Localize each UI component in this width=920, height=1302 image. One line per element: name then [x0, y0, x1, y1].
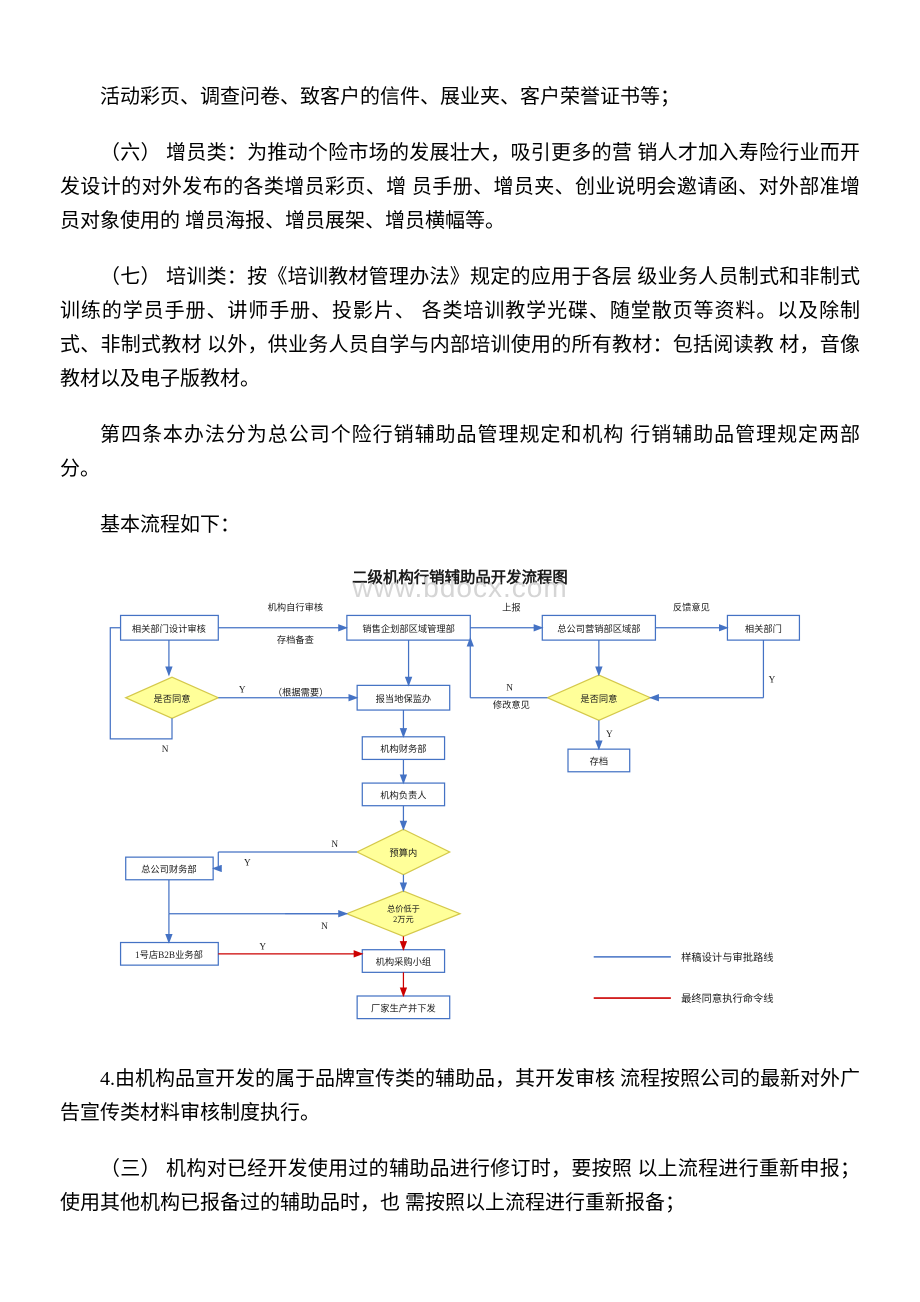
svg-text:Y: Y: [606, 730, 613, 740]
node-n1: 相关部门设计审核: [132, 623, 206, 635]
watermark: www.bdocx.com: [352, 572, 567, 604]
paragraph-4: 第四条本办法分为总公司个险行销辅助品管理规定和机构 行销辅助品管理规定两部分。: [60, 418, 860, 486]
node-n17: 机构采购小组: [376, 956, 432, 968]
svg-text:N: N: [331, 840, 338, 850]
flowchart-container: www.bdocx.com 二级机构行销辅助品开发流程图 相关部门设计审核 机构…: [100, 564, 820, 1042]
svg-text:N: N: [162, 745, 169, 755]
legend-1: 样稿设计与审批路线: [681, 951, 773, 964]
node-n13: 机构负责人: [380, 790, 426, 802]
svg-text:2万元: 2万元: [393, 915, 414, 924]
node-n12: 机构财务部: [380, 743, 426, 755]
paragraph-3: （七） 培训类：按《培训教材管理办法》规定的应用于各层 级业务人员制式和非制式训…: [60, 260, 860, 396]
node-n18: 厂家生产并下发: [371, 1002, 436, 1014]
node-d1: 是否同意: [154, 693, 191, 705]
node-n3: 存档备查: [277, 634, 314, 646]
node-n7: 反馈意见: [673, 601, 710, 613]
svg-text:Y: Y: [769, 675, 776, 685]
node-n11: 修改意见: [493, 699, 530, 711]
node-n8: 相关部门: [745, 623, 782, 635]
paragraph-2: （六） 增员类：为推动个险市场的发展壮大，吸引更多的营 销人才加入寿险行业而开发…: [60, 136, 860, 238]
paragraph-1: 活动彩页、调查问卷、致客户的信件、展业夹、客户荣誉证书等；: [60, 80, 860, 114]
node-d2: 是否同意: [580, 693, 617, 705]
paragraph-7: （三） 机构对已经开发使用过的辅助品进行修订时，要按照 以上流程进行重新申报；使…: [60, 1152, 860, 1220]
flowchart-svg: 二级机构行销辅助品开发流程图 相关部门设计审核 机构自行审核 存档备查 销售企划…: [100, 564, 820, 1037]
node-n6: 总公司营销部区域部: [557, 623, 640, 635]
node-n2: 机构自行审核: [268, 601, 324, 613]
svg-text:N: N: [506, 684, 513, 694]
svg-text:N: N: [321, 922, 328, 932]
node-n4: 销售企划部区域管理部: [362, 623, 454, 635]
svg-text:Y: Y: [259, 943, 266, 953]
node-d3: 预算内: [390, 847, 418, 859]
paragraph-6: 4.由机构品宣开发的属于品牌宣传类的辅助品，其开发审核 流程按照公司的最新对外广…: [60, 1062, 860, 1130]
node-n16: 1号店B2B业务部: [135, 949, 203, 961]
node-n9: （根据需要）: [273, 687, 329, 699]
legend-2: 最终同意执行命令线: [681, 992, 773, 1005]
node-n14: 存档: [590, 756, 609, 768]
node-n15: 总公司财务部: [141, 864, 196, 876]
svg-text:Y: Y: [244, 858, 251, 868]
node-n10: 报当地保监办: [376, 693, 432, 705]
node-d4: 总价低于: [387, 904, 420, 914]
svg-text:Y: Y: [239, 686, 246, 696]
paragraph-5: 基本流程如下：: [60, 508, 860, 542]
